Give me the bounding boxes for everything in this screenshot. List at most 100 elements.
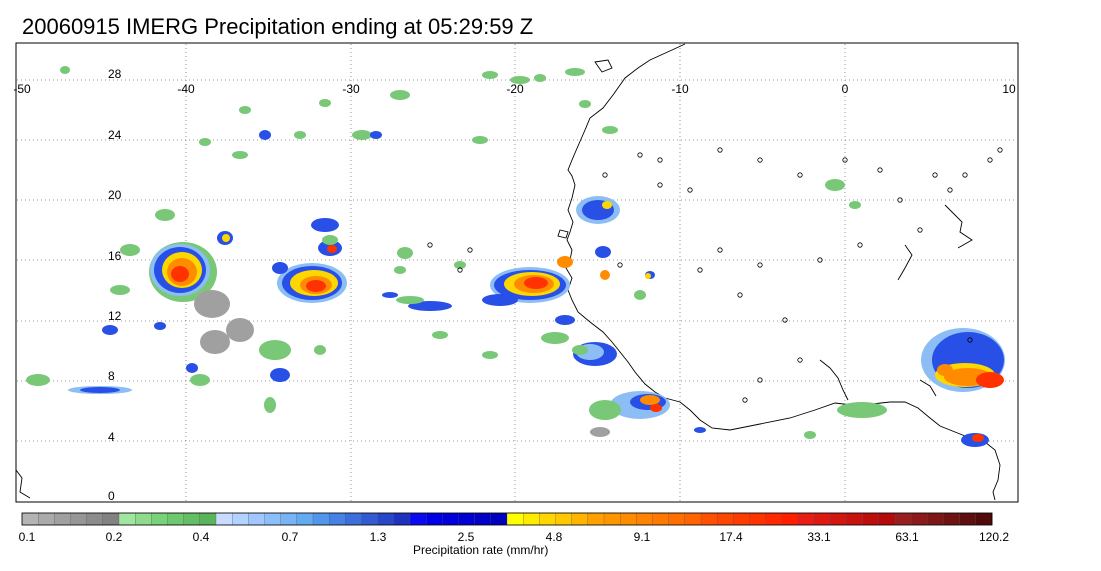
colorbar-cell	[523, 512, 540, 526]
island-outline	[637, 152, 643, 158]
precip-cell	[825, 179, 845, 191]
colorbar-cell	[345, 512, 362, 526]
colorbar-cell	[70, 512, 88, 526]
colorbar-cell	[894, 512, 912, 526]
island-outline	[757, 157, 763, 163]
island-outline	[967, 337, 973, 343]
colorbar-label: 0.1	[18, 530, 36, 544]
island-outline	[917, 227, 923, 233]
colorbar-cell	[135, 512, 152, 526]
island-outline	[962, 172, 968, 178]
colorbar-cell	[118, 512, 136, 526]
precip-cell	[319, 99, 331, 107]
precipitation-field	[26, 66, 1005, 447]
colorbar-cell	[102, 512, 120, 526]
precip-cell	[327, 245, 337, 253]
precip-cell	[102, 325, 118, 335]
colorbar-label: 120.2	[978, 530, 1010, 544]
island-outline	[757, 377, 763, 383]
coastline-islands	[427, 147, 1003, 403]
lat-tick-label: 24	[108, 128, 122, 142]
precip-cell	[186, 363, 198, 373]
precip-cell	[396, 296, 424, 304]
island-outline	[857, 242, 863, 248]
colorbar-cell	[684, 512, 702, 526]
precip-cell	[370, 131, 382, 139]
precip-cell	[590, 427, 610, 437]
precip-cell	[602, 201, 612, 209]
precip-cell	[534, 74, 546, 82]
precip-cell	[110, 285, 130, 295]
colorbar-cell	[248, 512, 265, 526]
colorbar-cell	[636, 512, 653, 526]
colorbar-cell	[959, 512, 977, 526]
lat-tick-label: 12	[108, 309, 122, 323]
precip-cell	[432, 331, 448, 339]
colorbar-label: 4.8	[545, 530, 563, 544]
precip-cell	[541, 332, 569, 344]
precip-cell	[595, 246, 611, 258]
island-outline	[657, 182, 663, 188]
colorbar-cell	[312, 512, 330, 526]
island-outline	[742, 397, 748, 403]
colorbar-cell	[377, 512, 395, 526]
colorbar-label: 0.2	[105, 530, 123, 544]
island-outline	[877, 167, 883, 173]
colorbar-cell	[911, 512, 928, 526]
island-outline	[757, 262, 763, 268]
colorbar-cell	[814, 512, 831, 526]
island-outline	[717, 147, 723, 153]
island-outline	[717, 247, 723, 253]
precip-cell	[634, 290, 646, 300]
island-outline	[687, 187, 693, 193]
precip-cell	[322, 235, 338, 245]
island-outline	[697, 267, 703, 273]
precip-cell	[472, 136, 488, 144]
colorbar-cell	[393, 512, 411, 526]
precip-cell	[557, 256, 573, 268]
colorbar-cell	[183, 512, 201, 526]
colorbar-frame	[21, 512, 993, 526]
precip-cell	[976, 372, 1004, 388]
colorbar-cell	[442, 512, 459, 526]
precip-cell	[849, 201, 861, 209]
colorbar-cell	[280, 512, 298, 526]
colorbar-cell	[199, 512, 217, 526]
colorbar-cell	[506, 512, 524, 526]
lon-tick-label: -40	[177, 82, 195, 96]
precip-cell	[600, 270, 610, 280]
precip-cell	[408, 301, 452, 311]
colorbar-cell	[296, 512, 314, 526]
precip-cell	[311, 218, 339, 232]
colorbar-cell	[620, 512, 637, 526]
colorbar-cell	[781, 512, 799, 526]
island-outline	[987, 157, 993, 163]
colorbar-cell	[490, 512, 508, 526]
colorbar-cell	[232, 512, 249, 526]
precip-cell	[259, 340, 291, 360]
colorbar-cell	[38, 512, 55, 526]
island-outline	[997, 147, 1003, 153]
colorbar-cell	[264, 512, 282, 526]
precip-cell	[390, 90, 410, 100]
precip-cell	[306, 280, 326, 292]
colorbar-label: 9.1	[633, 530, 651, 544]
island-outline	[947, 187, 953, 193]
colorbar-cell	[458, 512, 476, 526]
precip-cell	[226, 318, 254, 342]
island-outline	[737, 292, 743, 298]
precip-cell	[26, 374, 50, 386]
colorbar-label: 0.7	[281, 530, 299, 544]
colorbar-cell	[652, 512, 670, 526]
precip-cell	[565, 68, 585, 76]
colorbar-cell	[927, 512, 944, 526]
precip-cell	[482, 71, 498, 79]
colorbar-cell	[474, 512, 492, 526]
colorbar-cell	[846, 512, 864, 526]
lat-tick-label: 16	[108, 249, 122, 263]
colorbar-cell	[329, 512, 346, 526]
colorbar-label: 0.4	[192, 530, 210, 544]
map-title: 20060915 IMERG Precipitation ending at 0…	[22, 14, 534, 39]
precip-cell	[259, 130, 271, 140]
